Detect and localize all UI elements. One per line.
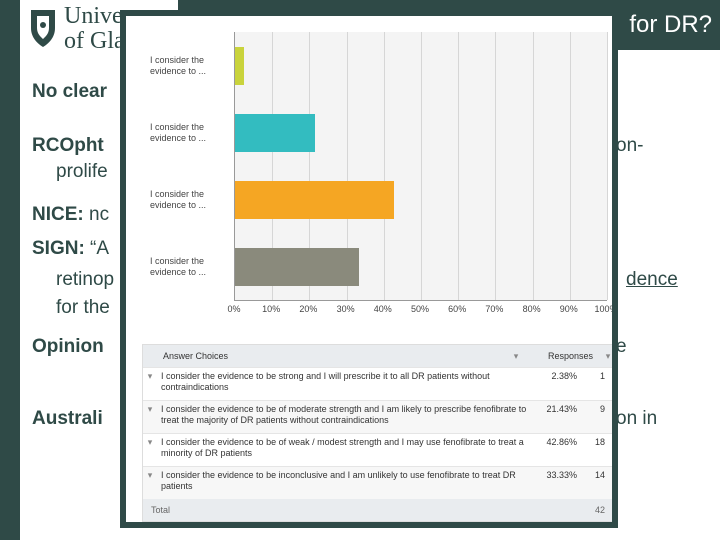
row-expand-icon[interactable]: ▾	[147, 437, 153, 447]
survey-bar-chart: 0% 10% 20% 30% 40% 50% 60% 70% 80% 90% 100% I consi…	[134, 26, 618, 326]
x-tick-label: 60%	[448, 304, 467, 314]
response-count: 1	[599, 371, 605, 381]
gridline	[532, 32, 534, 300]
slide-line-8-right: e	[616, 336, 627, 357]
slide-line-2-right: on-	[616, 135, 644, 156]
slide-line-8: Opinion	[32, 336, 104, 357]
gridline	[309, 32, 311, 300]
slide-line-4: NICE: nc	[32, 204, 110, 225]
table-footer: Total 42	[143, 499, 612, 521]
slide-line-9-right: on in	[616, 408, 658, 429]
table-header: Answer Choices ▾ Responses ▾	[143, 345, 612, 367]
table-body: ▾ I consider the evidence to be strong an…	[143, 367, 612, 499]
left-accent-bar	[0, 0, 20, 540]
table-row: ▾ I consider the evidence to be of weak /…	[143, 433, 612, 466]
slide-line-5: SIGN: “A	[32, 238, 110, 259]
bar-category-label: I consider the evidence to ...	[150, 121, 207, 143]
survey-results-panel: 0% 10% 20% 30% 40% 50% 60% 70% 80% 90% 100% I consi…	[120, 10, 618, 528]
gridline	[272, 32, 274, 300]
university-name-line1: Univer	[64, 3, 131, 29]
chart-bar[interactable]	[235, 46, 244, 85]
header-answer-choices: Answer Choices	[163, 350, 229, 361]
slide-line-6-right[interactable]: dence	[626, 269, 678, 290]
table-row: ▾ I consider the evidence to be of modera…	[143, 400, 612, 433]
row-expand-icon[interactable]: ▾	[147, 371, 153, 381]
gridline	[458, 32, 460, 300]
gridline	[607, 32, 608, 300]
slide-line-3: prolife	[56, 161, 108, 182]
response-count: 18	[594, 437, 605, 447]
row-expand-icon[interactable]: ▾	[147, 470, 153, 480]
chart-bar[interactable]	[235, 180, 395, 219]
x-tick-label: 50%	[410, 304, 430, 314]
answer-choice-text: I consider the evidence to be strong and…	[161, 371, 490, 392]
x-tick-label: 20%	[299, 304, 318, 314]
total-count: 42	[594, 505, 605, 515]
x-tick-label: 10%	[262, 304, 281, 314]
slide-line-7: for the	[56, 297, 110, 318]
row-expand-icon[interactable]: ▾	[147, 404, 153, 414]
slide-line-2: RCOpht	[32, 135, 104, 156]
x-tick-label: 30%	[336, 304, 355, 314]
bar-category-label: I consider the evidence to ...	[150, 188, 207, 210]
gridline	[421, 32, 422, 300]
response-percent: 33.33%	[546, 470, 577, 480]
x-tick-label: 90%	[559, 304, 578, 314]
response-percent: 2.38%	[551, 371, 577, 381]
response-percent: 21.43%	[546, 404, 577, 414]
answer-choice-text: I consider the evidence to be of weak / …	[161, 437, 524, 458]
total-label: Total	[151, 504, 171, 515]
slide-line-6: retinop	[56, 269, 115, 290]
chevron-down-icon[interactable]: ▾	[605, 350, 611, 361]
answer-table: Answer Choices ▾ Responses ▾ ▾ I consider…	[142, 344, 612, 522]
chart-plot-area	[234, 32, 608, 301]
x-tick-label: 0%	[227, 304, 241, 314]
table-row: ▾ I consider the evidence to be inconclus…	[143, 466, 612, 499]
answer-choice-text: I consider the evidence to be of moderat…	[161, 404, 527, 425]
answer-choice-text: I consider the evidence to be inconclusi…	[161, 470, 516, 491]
response-count: 14	[594, 470, 605, 480]
university-crest-icon	[31, 10, 55, 47]
x-tick-label: 70%	[485, 304, 504, 314]
slide-line-9: Australi	[32, 408, 103, 429]
gridline	[495, 32, 497, 300]
chevron-down-icon[interactable]: ▾	[513, 350, 519, 361]
x-tick-label: 40%	[373, 304, 392, 314]
x-tick-label: 80%	[522, 304, 541, 314]
gridline	[346, 32, 348, 300]
gridline	[569, 32, 571, 300]
bar-category-label: I consider the evidence to ...	[150, 54, 207, 76]
x-tick-label: 100%	[594, 304, 618, 314]
header-responses: Responses	[547, 351, 593, 361]
slide-title: for DR?	[629, 11, 712, 38]
chart-bar[interactable]	[235, 113, 315, 152]
bar-category-label: I consider the evidence to ...	[150, 255, 207, 277]
response-count: 9	[599, 404, 605, 414]
table-row: ▾ I consider the evidence to be strong an…	[143, 367, 612, 400]
gridline	[383, 32, 385, 300]
chart-bar[interactable]	[235, 247, 359, 286]
slide-line-1: No clear	[32, 81, 107, 102]
response-percent: 42.86%	[546, 437, 577, 447]
